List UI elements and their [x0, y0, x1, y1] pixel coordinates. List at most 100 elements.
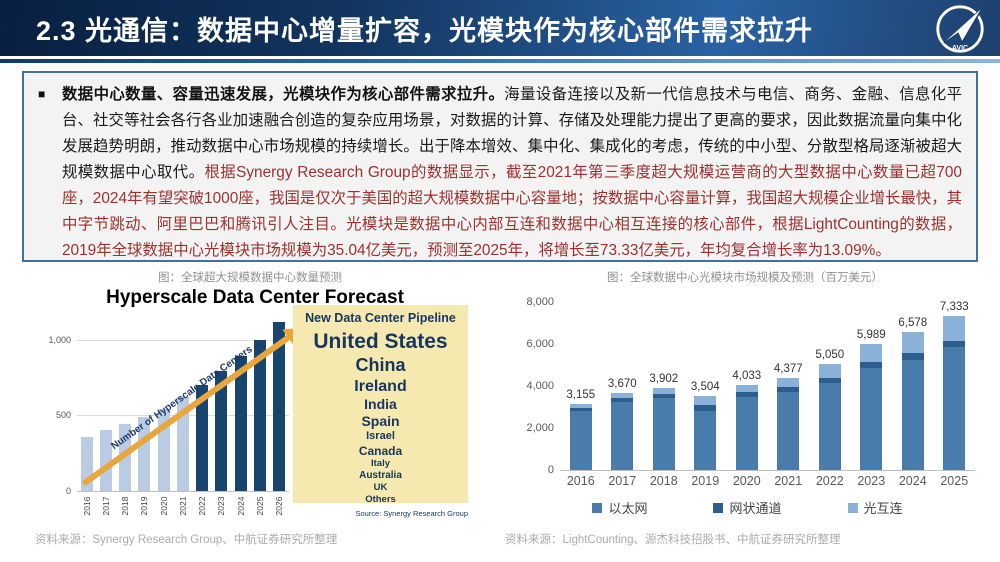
bar-slot: 6,578 [892, 302, 934, 470]
stacked-bar-2019 [694, 396, 717, 470]
bar-value-label: 3,902 [649, 373, 679, 386]
pipeline-title: New Data Center Pipeline [305, 311, 456, 325]
x-tick: 2018 [120, 496, 131, 516]
bar-slot: 5,050 [809, 302, 851, 470]
segment [611, 392, 634, 399]
segment [652, 394, 675, 398]
bar-slot: 3,902 [643, 302, 685, 470]
stacked-bar-2021 [777, 378, 800, 470]
bar-slot: 7,333 [934, 301, 976, 470]
bar-2017 [99, 430, 112, 491]
legend-swatch-icon [713, 502, 724, 513]
x-tick: 2018 [649, 474, 678, 488]
segment [777, 378, 800, 388]
stacked-bar-2025 [943, 316, 966, 470]
x-tick: 2017 [608, 474, 637, 488]
segment [652, 397, 675, 470]
stacked-bar-2022 [818, 363, 841, 470]
segment [860, 361, 883, 369]
stacked-bar-2020 [735, 385, 758, 470]
optical-module-chart: 8,000 6,000 4,000 2,000 0 3,155 3,670 3,902 3,5… [505, 288, 990, 528]
bar-slot [270, 317, 289, 491]
x-tick: 2022 [815, 474, 844, 488]
legend-swatch-icon [847, 502, 858, 513]
bar-2023 [215, 371, 228, 491]
x-tick: 2024 [235, 496, 246, 516]
pipeline-country: United States [313, 330, 448, 353]
bullet-square-icon: ■ [38, 87, 46, 101]
pipeline-country: Ireland [354, 377, 407, 395]
segment [694, 405, 717, 412]
legend-item: 以太网 [592, 498, 647, 517]
bar-2022 [196, 385, 209, 491]
y-tick-label: 0 [547, 464, 554, 476]
segment [777, 387, 800, 393]
segment [611, 401, 634, 470]
x-tick: 2021 [177, 496, 188, 516]
pipeline-country: Others [365, 493, 396, 505]
page-title: 2.3 光通信：数据中心增量扩容，光模块作为核心部件需求拉升 [36, 15, 814, 46]
pipeline-country: Australia [359, 469, 402, 481]
hyperscale-chart-title: Hyperscale Data Center Forecast [106, 287, 404, 308]
bar-2024 [234, 356, 247, 491]
segment [569, 403, 592, 408]
optical-bars: 3,155 3,670 3,902 3,504 4,033 4,377 5,050 5,989… [560, 301, 976, 470]
x-tick: 2020 [158, 496, 169, 516]
optical-x-axis: 2016 2017 2018 2019 2020 2021 2022 2023 2024 2025 [560, 474, 975, 488]
x-tick: 2022 [197, 496, 208, 516]
pipeline-source: Source: Synergy Research Group [355, 509, 468, 518]
segment [777, 392, 800, 470]
summary-highlight: 根据Synergy Research Group的数据显示，截至2021年第三季… [62, 164, 962, 259]
bar-slot: 3,504 [685, 302, 727, 470]
x-tick: 2016 [566, 474, 595, 488]
segment [943, 316, 966, 341]
pipeline-country: Spain [361, 413, 400, 430]
bar-slot: 4,033 [726, 302, 768, 470]
segment [652, 388, 675, 394]
x-tick: 2026 [274, 496, 285, 516]
x-tick: 2023 [857, 474, 886, 488]
x-tick: 2020 [732, 474, 761, 488]
stacked-bar-2017 [611, 392, 634, 470]
pipeline-box: New Data Center Pipeline United States Ch… [293, 305, 468, 505]
x-tick: 2023 [216, 496, 227, 516]
segment [818, 382, 841, 470]
optical-legend: 以太网 网状通道 光互连 [505, 498, 990, 517]
y-tick-label: 500 [55, 410, 71, 421]
hyperscale-x-axis: 2016 2017 2018 2019 2020 2021 2022 2023 2024 2025… [77, 493, 289, 519]
y-tick-label: 2,000 [526, 422, 554, 434]
summary-box: ■ 数据中心数量、容量迅速发展，光模块作为核心部件需求拉升。海量设备连接以及新一… [22, 71, 978, 262]
segment [943, 340, 966, 348]
segment [818, 377, 841, 383]
summary-paragraph: 数据中心数量、容量迅速发展，光模块作为核心部件需求拉升。海量设备连接以及新一代信… [62, 82, 962, 259]
segment [735, 396, 758, 470]
bar-slot [173, 317, 192, 491]
x-tick: 2019 [691, 474, 720, 488]
x-tick: 2025 [940, 474, 969, 488]
bar-value-label: 4,377 [773, 363, 803, 376]
stacked-bar-2018 [652, 388, 675, 470]
pipeline-country: Israel [366, 430, 395, 443]
bar-slot: 3,155 [560, 302, 602, 470]
right-figure-caption: 图：全球数据中心光模块市场规模及预测（百万美元） [607, 272, 883, 284]
bar-value-label: 5,050 [815, 348, 845, 361]
y-tick-label: 6,000 [526, 338, 554, 350]
stacked-bar-2024 [901, 331, 924, 470]
x-tick: 2024 [898, 474, 927, 488]
header-divider-blue [0, 59, 1000, 63]
segment [943, 347, 966, 470]
bar-slot [116, 317, 135, 491]
segment [901, 331, 924, 354]
bar-slot: 5,989 [851, 302, 893, 470]
segment [694, 411, 717, 470]
pipeline-country: UK [373, 482, 388, 494]
pipeline-country-list: United States China Ireland India Spain Israe… [293, 329, 468, 505]
left-source-note: 资料来源：Synergy Research Group、中航证券研究所整理 [35, 534, 338, 546]
bar-slot [231, 317, 250, 491]
right-source-note: 资料来源：LightCounting、源杰科技招股书、中航证券研究所整理 [505, 534, 841, 546]
bar-2026 [273, 321, 286, 491]
y-tick-label: 1,000 [48, 334, 71, 345]
y-tick-label: 8,000 [526, 296, 554, 308]
pipeline-country: China [355, 354, 406, 375]
